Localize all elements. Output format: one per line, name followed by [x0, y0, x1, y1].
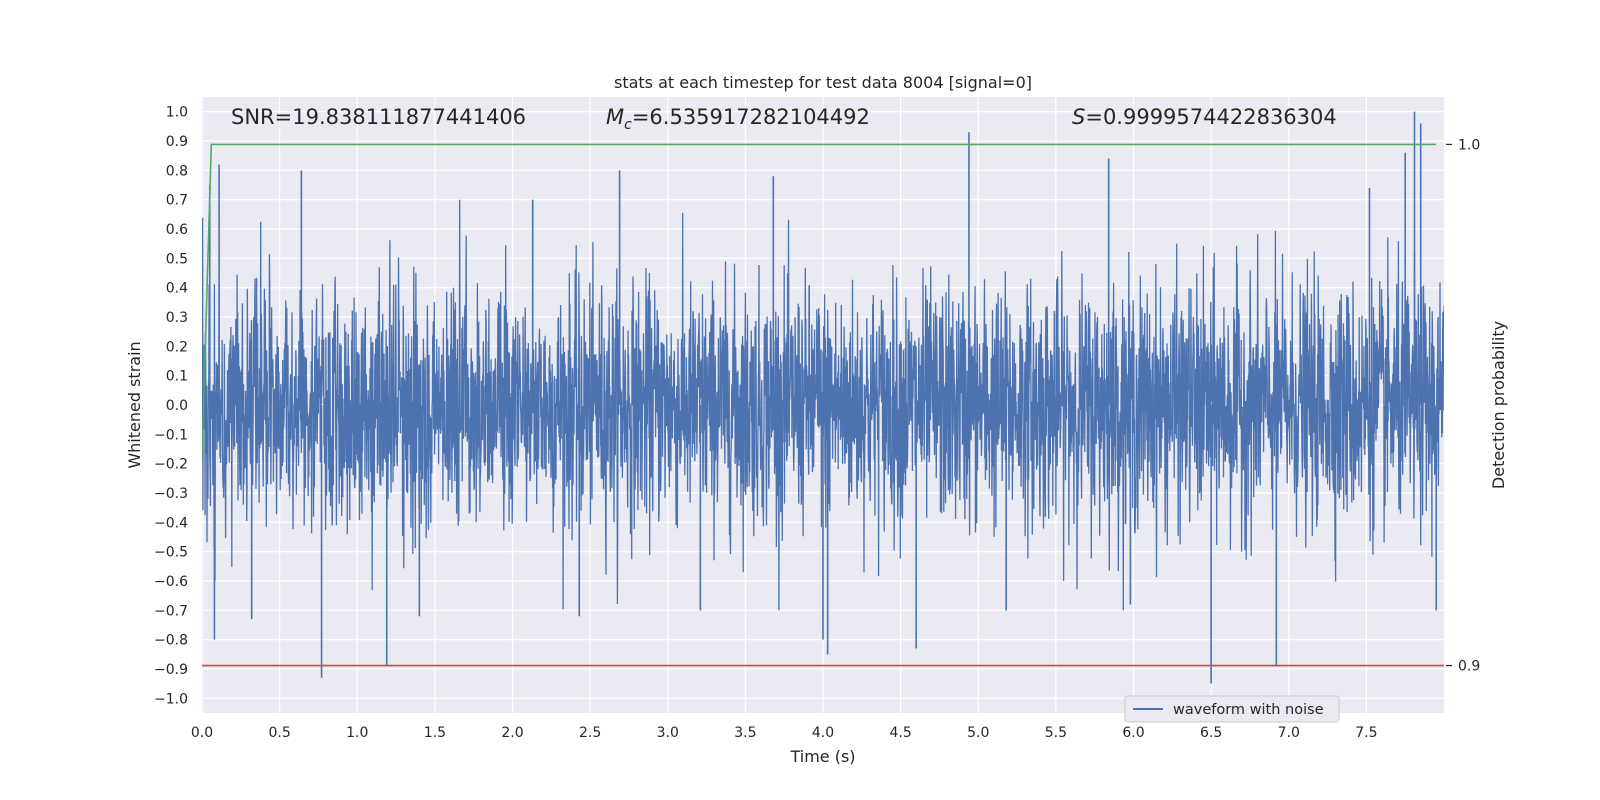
s-annotation: S=0.9999574422836304 — [1072, 105, 1337, 129]
y-tick-label: −0.2 — [154, 457, 188, 473]
y-tick-label: 0.0 — [166, 398, 188, 414]
mc-value: =6.535917282104492 — [632, 105, 870, 129]
series-detection-probability-line — [202, 143, 1437, 458]
s-symbol: S — [1072, 105, 1085, 129]
x-axis-label: Time (s) — [789, 747, 855, 766]
y-tick-label: 0.9 — [166, 134, 188, 150]
y-tick-label: 0.4 — [166, 281, 188, 297]
x-tick-label: 3.0 — [657, 725, 679, 741]
y-tick-label: 0.6 — [166, 222, 188, 238]
y-axis-label: Whitened strain — [125, 341, 144, 468]
y-tick-label: −0.9 — [154, 662, 188, 678]
x-tick-label: 5.5 — [1045, 725, 1067, 741]
y-tick-label: −0.7 — [154, 603, 188, 619]
y-tick-label: −0.6 — [154, 574, 188, 590]
ticks: 0.0 0.5 1.0 1.5 2.0 2.5 3.0 3.5 4.0 4.5 5.0 5.5 6.0 6… — [154, 105, 1480, 741]
series-waveform-line — [202, 199, 1444, 611]
x-tick-label: 6.5 — [1200, 725, 1222, 741]
y-tick-label: −0.8 — [154, 633, 188, 649]
legend: waveform with noise — [1124, 695, 1340, 723]
x-tick-label: 4.5 — [889, 725, 911, 741]
mc-annotation: Mc=6.535917282104492 — [606, 105, 870, 133]
y-tick-label: 0.3 — [166, 310, 188, 326]
chart-title: stats at each timestep for test data 800… — [614, 73, 1032, 92]
x-tick-label: 7.0 — [1278, 725, 1300, 741]
x-tick-label: 5.0 — [967, 725, 989, 741]
y-tick-label: −0.5 — [154, 545, 188, 561]
x-tick-label: 0.5 — [268, 725, 290, 741]
y-tick-label: −0.3 — [154, 486, 188, 502]
y-tick-label: −0.4 — [154, 515, 188, 531]
mc-subscript: c — [624, 117, 632, 133]
legend-box — [1124, 695, 1340, 723]
y-tick-label: 0.5 — [166, 251, 188, 267]
y2-tick-label: 1.0 — [1458, 137, 1480, 153]
y-tick-label: −1.0 — [154, 691, 188, 707]
y-tick-label: 0.8 — [166, 163, 188, 179]
y2-axis-label: Detection probability — [1489, 321, 1508, 489]
y2-tick-label: 0.9 — [1458, 659, 1480, 675]
x-tick-label: 4.0 — [812, 725, 834, 741]
s-value: =0.9999574422836304 — [1085, 105, 1336, 129]
x-tick-label: 0.0 — [191, 725, 213, 741]
y-tick-label: 0.2 — [166, 339, 188, 355]
x-tick-label: 2.0 — [501, 725, 523, 741]
y-tick-label: 0.1 — [166, 369, 188, 385]
y-tick-label: −0.1 — [154, 427, 188, 443]
x-tick-label: 1.0 — [346, 725, 368, 741]
y-tick-label: 0.7 — [166, 193, 188, 209]
series-layer — [202, 111, 1444, 684]
x-tick-label: 6.0 — [1122, 725, 1144, 741]
y-tick-label: 1.0 — [166, 105, 188, 121]
x-tick-label: 3.5 — [734, 725, 756, 741]
x-tick-label: 2.5 — [579, 725, 601, 741]
legend-entry: waveform with noise — [1173, 702, 1324, 718]
x-tick-label: 1.5 — [424, 725, 446, 741]
mc-symbol: M — [606, 105, 624, 129]
x-tick-label: 7.5 — [1355, 725, 1377, 741]
snr-annotation: SNR=19.838111877441406 — [231, 105, 526, 129]
